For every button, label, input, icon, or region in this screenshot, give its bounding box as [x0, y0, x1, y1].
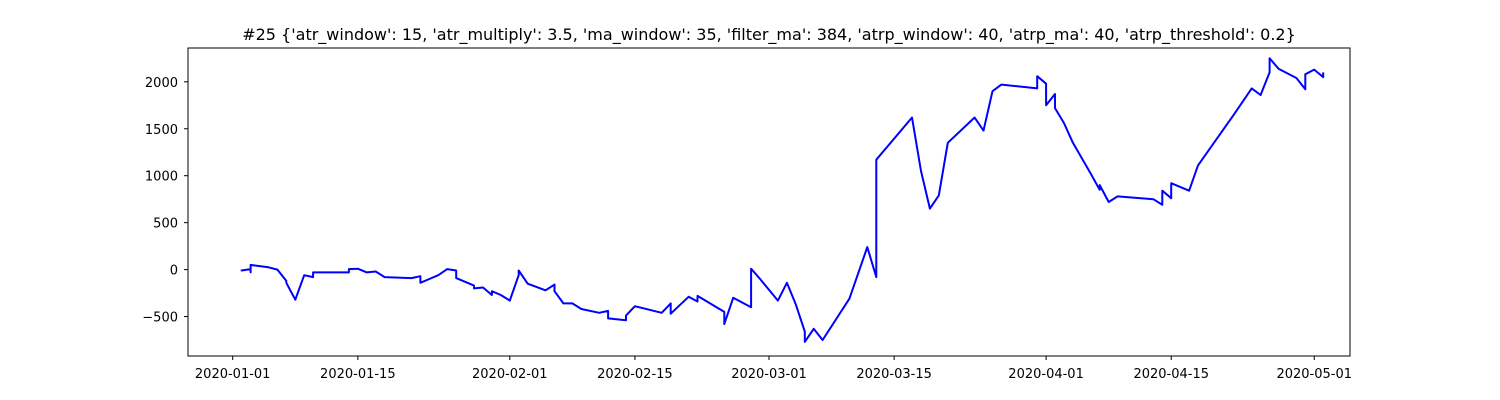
x-tick-label: 2020-02-15 [597, 367, 673, 382]
y-tick-label: 0 [170, 264, 178, 279]
x-tick-label: 2020-01-01 [195, 367, 271, 382]
y-tick-label: 1000 [145, 170, 178, 185]
y-tick-label: 500 [153, 217, 178, 232]
chart-title: #25 {'atr_window': 15, 'atr_multiply': 3… [242, 25, 1296, 45]
series-line-0 [240, 57, 1325, 343]
x-tick-label: 2020-03-15 [856, 367, 932, 382]
x-tick-label: 2020-04-15 [1133, 367, 1209, 382]
x-tick-label: 2020-02-01 [472, 367, 548, 382]
x-tick-label: 2020-01-15 [320, 367, 396, 382]
y-tick-label: 2000 [145, 76, 178, 91]
y-tick-label: 1500 [145, 123, 178, 138]
x-tick-label: 2020-05-01 [1276, 367, 1352, 382]
plot-frame [187, 47, 1351, 357]
y-tick-label: −500 [142, 311, 178, 326]
x-tick-label: 2020-03-01 [731, 367, 807, 382]
x-tick-label: 2020-04-01 [1008, 367, 1084, 382]
